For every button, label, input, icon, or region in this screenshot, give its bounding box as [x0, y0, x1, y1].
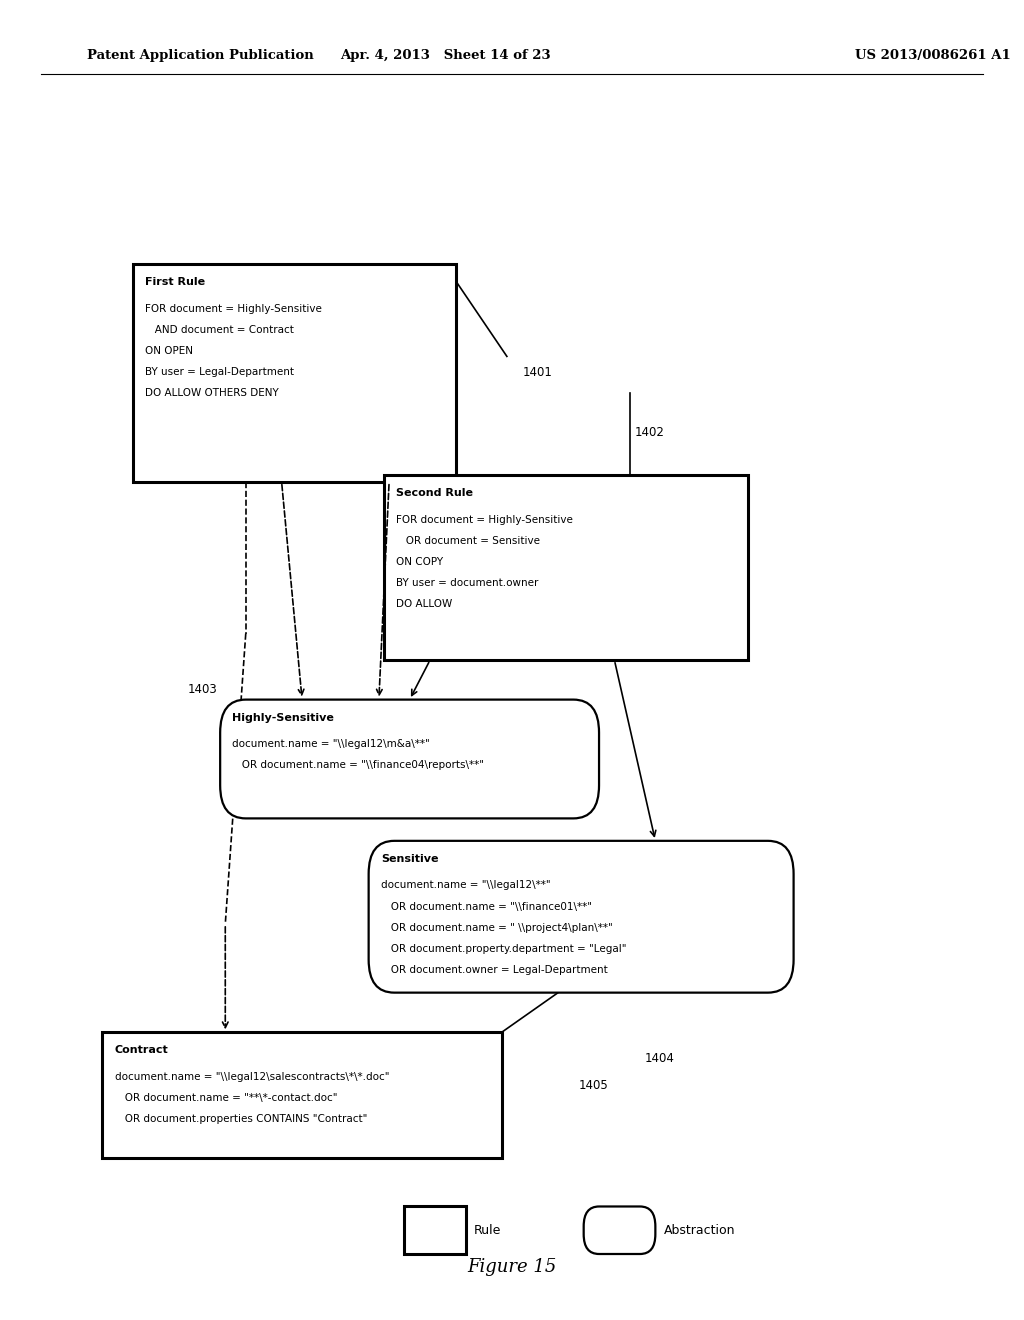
- Text: BY user = Legal-Department: BY user = Legal-Department: [145, 367, 295, 378]
- Text: ON COPY: ON COPY: [396, 557, 443, 568]
- Text: document.name = "\\legal12\salescontracts\*\*.doc": document.name = "\\legal12\salescontract…: [115, 1072, 389, 1082]
- Text: Second Rule: Second Rule: [396, 488, 473, 499]
- Text: BY user = document.owner: BY user = document.owner: [396, 578, 539, 589]
- Text: FOR document = Highly-Sensitive: FOR document = Highly-Sensitive: [145, 304, 323, 314]
- FancyBboxPatch shape: [220, 700, 599, 818]
- Text: OR document.name = "**\*-contact.doc": OR document.name = "**\*-contact.doc": [115, 1093, 337, 1104]
- Text: AND document = Contract: AND document = Contract: [145, 325, 294, 335]
- Text: Apr. 4, 2013   Sheet 14 of 23: Apr. 4, 2013 Sheet 14 of 23: [340, 49, 551, 62]
- Text: Sensitive: Sensitive: [381, 854, 438, 865]
- Text: 1402: 1402: [635, 426, 665, 440]
- Text: First Rule: First Rule: [145, 277, 206, 288]
- Text: OR document.name = "\\finance04\reports\**": OR document.name = "\\finance04\reports\…: [232, 760, 484, 771]
- Text: FOR document = Highly-Sensitive: FOR document = Highly-Sensitive: [396, 515, 573, 525]
- Text: document.name = "\\legal12\m&a\**": document.name = "\\legal12\m&a\**": [232, 739, 430, 750]
- Text: OR document.name = "\\finance01\**": OR document.name = "\\finance01\**": [381, 902, 592, 912]
- Bar: [102, 1032, 502, 1158]
- FancyBboxPatch shape: [369, 841, 794, 993]
- Text: Patent Application Publication: Patent Application Publication: [87, 49, 313, 62]
- Text: Rule: Rule: [474, 1224, 502, 1237]
- Text: 1401: 1401: [522, 366, 552, 379]
- Text: OR document.property.department = "Legal": OR document.property.department = "Legal…: [381, 944, 627, 954]
- Text: ON OPEN: ON OPEN: [145, 346, 194, 356]
- Text: Abstraction: Abstraction: [664, 1224, 735, 1237]
- Bar: [404, 1206, 466, 1254]
- Text: DO ALLOW: DO ALLOW: [396, 599, 453, 610]
- Text: OR document.owner = Legal-Department: OR document.owner = Legal-Department: [381, 965, 607, 975]
- Text: US 2013/0086261 A1: US 2013/0086261 A1: [855, 49, 1011, 62]
- Text: Highly-Sensitive: Highly-Sensitive: [232, 713, 334, 723]
- Text: Contract: Contract: [115, 1045, 168, 1056]
- Text: 1405: 1405: [579, 1078, 608, 1092]
- Text: OR document.name = " \\project4\plan\**": OR document.name = " \\project4\plan\**": [381, 923, 612, 933]
- Text: 1404: 1404: [645, 1052, 675, 1065]
- Text: Figure 15: Figure 15: [467, 1258, 557, 1276]
- Bar: [133, 264, 456, 482]
- Text: 1403: 1403: [187, 682, 217, 696]
- Text: OR document = Sensitive: OR document = Sensitive: [396, 536, 541, 546]
- Text: DO ALLOW OTHERS DENY: DO ALLOW OTHERS DENY: [145, 388, 280, 399]
- FancyBboxPatch shape: [584, 1206, 655, 1254]
- Text: OR document.properties CONTAINS "Contract": OR document.properties CONTAINS "Contrac…: [115, 1114, 367, 1125]
- Text: document.name = "\\legal12\**": document.name = "\\legal12\**": [381, 880, 551, 891]
- Bar: [384, 475, 748, 660]
